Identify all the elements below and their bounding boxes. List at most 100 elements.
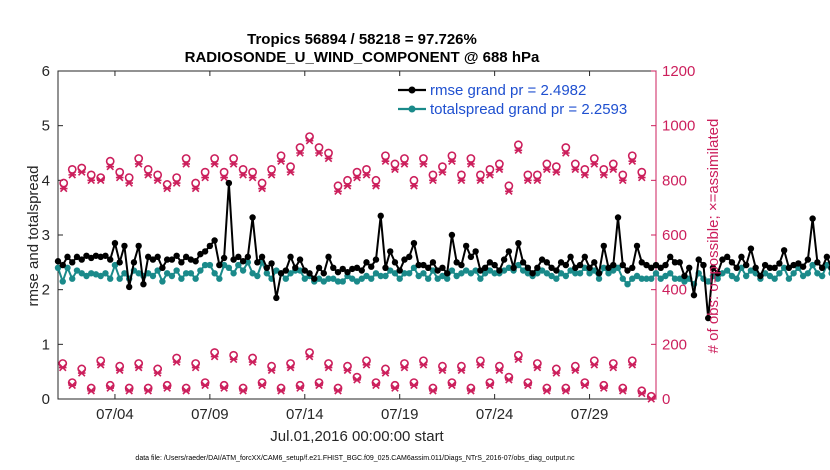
totalspread-point [301,275,308,282]
obs-possible-point [86,170,96,180]
obs-assimilated-point [552,168,561,176]
obs-assimilated-point [438,168,447,176]
totalspread-point [78,270,85,277]
totalspread-point [780,264,788,271]
obs-possible-point [447,151,457,161]
totalspread-point [296,267,304,274]
obs-possible-point [608,159,618,169]
totalspread-point [159,278,166,285]
totalspread-point [216,275,223,282]
totalspread-point [538,267,546,274]
obs-assimilated-point [505,376,513,384]
totalspread-point [595,275,603,282]
rmse-point [263,264,271,271]
obs-assimilated-point [286,168,295,176]
obs-possible-point [485,164,495,174]
totalspread-point [467,270,475,277]
obs-assimilated-point [590,361,599,369]
obs-assimilated-point [419,361,428,369]
obs-assimilated-point [571,165,580,174]
obs-assimilated-point [305,136,314,145]
obs-possible-point [343,175,352,185]
rmse-point [220,254,228,262]
totalspread-point [600,264,607,271]
totalspread-point [225,264,233,271]
obs-assimilated-point [134,160,143,168]
totalspread-point [458,270,465,277]
rmse-point [671,259,679,266]
obs-assimilated-point [448,381,456,390]
totalspread-point [681,278,688,285]
totalspread-point [220,261,228,269]
totalspread-point [178,275,185,282]
totalspread-point [424,275,432,282]
rmse-point [776,260,783,267]
obs-assimilated-point [581,171,589,179]
totalspread-point [83,272,90,280]
rmse-point [102,252,109,259]
rmse-point [624,267,631,274]
legend-rmse-marker [408,86,416,94]
totalspread-point [553,275,560,282]
totalspread-point [714,275,721,282]
obs-possible-point [561,143,571,152]
rmse-point [785,264,793,271]
obs-assimilated-point [324,154,333,163]
obs-possible-point [172,173,182,182]
totalspread-point [168,272,176,280]
legend-totalspread-marker [408,105,416,113]
obs-assimilated-point [210,160,219,168]
totalspread-point [273,267,280,274]
obs-assimilated-point [343,366,352,375]
totalspread-point [610,267,617,274]
totalspread-point [439,272,446,280]
y-tick-label: 6 [42,63,50,80]
obs-assimilated-point [410,381,418,390]
y-tick-label: 1 [42,336,50,353]
totalspread-point [799,272,807,280]
x-tick-label: 07/24 [476,406,514,423]
totalspread-point [814,270,821,277]
y-tick-label: 4 [42,172,50,189]
rmse-point [125,283,133,291]
rmse-point [681,272,688,280]
rmse-point [344,268,351,276]
rmse-point [107,256,114,263]
obs-possible-point [428,170,438,180]
totalspread-point [97,272,104,280]
obs-possible-point [200,167,210,177]
obs-assimilated-point [486,381,494,390]
rmse-point [88,254,95,262]
rmse-point [695,256,702,263]
totalspread-point [73,267,81,274]
rmse-point [59,261,66,269]
rmse-point [149,256,157,263]
rmse-point [629,264,636,271]
obs-assimilated-point [448,157,456,165]
obs-assimilated-point [239,171,247,179]
obs-possible-point [589,154,599,163]
rmse-point [553,267,560,274]
obs-assimilated-point [106,162,115,171]
totalspread-point [377,272,384,280]
rmse-point [287,253,294,261]
totalspread-point [249,270,256,277]
rmse-point [206,242,214,250]
obs-assimilated-point [400,363,409,372]
rmse-point [311,275,318,282]
rmse-point [515,240,522,247]
right-tick-label: 0 [662,391,670,408]
obs-assimilated-point [353,376,361,384]
obs-possible-point [409,175,419,185]
totalspread-point [410,264,418,271]
obs-assimilated-point [115,366,124,375]
totalspread-point [562,272,570,280]
totalspread-point [339,278,346,285]
totalspread-point [396,275,403,282]
rmse-point [709,264,717,271]
obs-possible-point [105,156,115,166]
totalspread-point [353,278,361,285]
obs-assimilated-point [258,184,266,193]
totalspread-point [662,272,669,280]
obs-possible-point [400,154,409,163]
